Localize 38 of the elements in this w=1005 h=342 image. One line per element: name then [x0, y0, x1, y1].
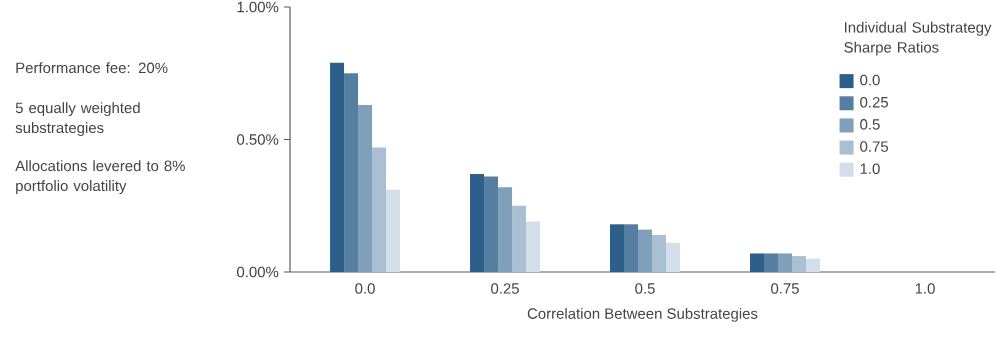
legend-label: 0.25	[860, 96, 889, 108]
legend-label: 0.75	[860, 141, 889, 152]
bar	[778, 253, 793, 272]
y-tick-label: 1.00%	[237, 1, 279, 13]
legend-label: 0.5	[860, 119, 880, 130]
legend-title: Individual Substrategy Sharpe Ratios	[844, 21, 992, 56]
bar	[610, 224, 625, 272]
bar	[358, 105, 373, 272]
bar	[764, 253, 779, 272]
x-axis-title: Correlation Between Substrategies	[527, 307, 758, 322]
y-tick-label: 0.50%	[237, 134, 279, 145]
bar	[750, 253, 765, 272]
bar	[806, 258, 821, 272]
text: 5 equally weighted substrategies	[15, 102, 140, 137]
bar	[652, 234, 667, 272]
bar	[792, 256, 807, 272]
bar	[526, 221, 541, 272]
bar	[386, 189, 401, 272]
legend-label: 1.0	[860, 163, 880, 174]
legend-label: 0.0	[860, 74, 880, 86]
bar	[512, 205, 527, 272]
x-tick-label: 0.75	[771, 283, 799, 294]
bar	[344, 73, 359, 272]
y-tick-label: 0.00%	[237, 266, 279, 278]
x-tick-label: 1.0	[915, 283, 935, 294]
bar	[624, 224, 639, 272]
bar	[330, 62, 345, 272]
text: Allocations levered to 8% portfolio volatility	[15, 160, 185, 195]
bar	[484, 176, 499, 272]
bar	[470, 173, 485, 272]
x-tick-label: 0.0	[355, 283, 375, 294]
bar	[638, 229, 653, 272]
x-tick-label: 0.5	[635, 283, 655, 294]
bar	[372, 147, 387, 272]
bar	[498, 187, 513, 272]
x-tick-label: 0.25	[491, 283, 519, 294]
bar	[666, 242, 681, 272]
text: Performance fee: 20%	[16, 62, 168, 74]
